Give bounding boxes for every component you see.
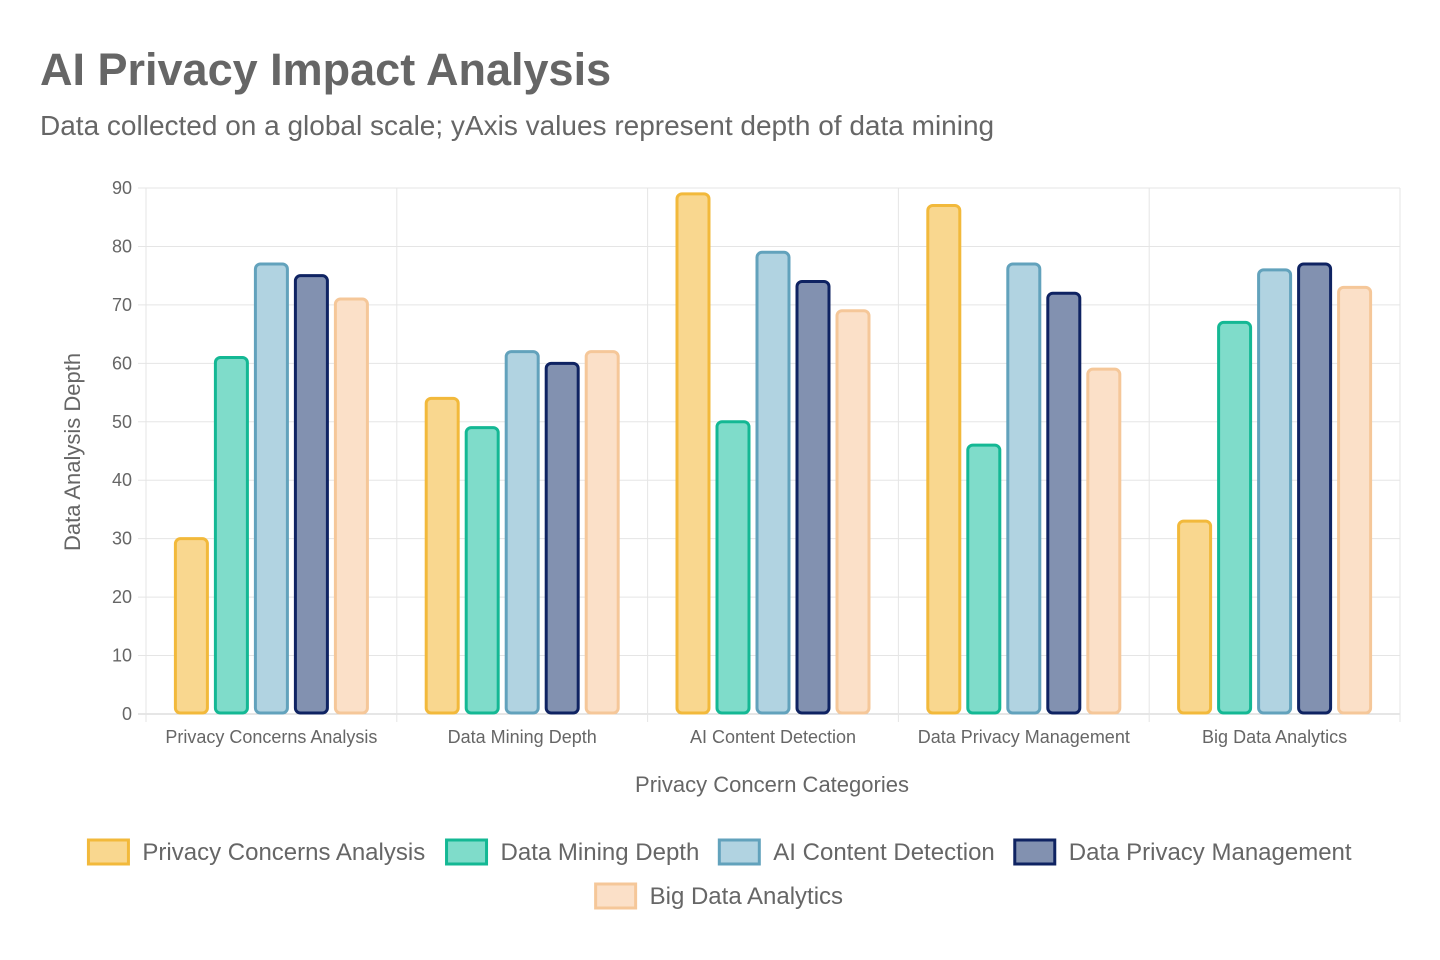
y-tick-label: 80 [112, 236, 132, 256]
y-tick-label: 40 [112, 470, 132, 490]
bar-5-1 [333, 297, 369, 715]
bar-1-3 [675, 192, 711, 715]
y-tick-label: 10 [112, 646, 132, 666]
x-tick-label: Privacy Concerns Analysis [165, 727, 377, 747]
y-tick-label: 20 [112, 587, 132, 607]
legend: Privacy Concerns Analysis Data Mining Dep… [86, 838, 1352, 910]
legend-label: Privacy Concerns Analysis [142, 839, 425, 866]
bar-1-4 [926, 204, 962, 715]
bar-3-5 [1257, 268, 1293, 715]
x-tick-label: Data Privacy Management [918, 727, 1130, 747]
y-tick-label: 70 [112, 295, 132, 315]
bar-1-1 [173, 537, 209, 715]
y-tick-label: 0 [122, 704, 132, 724]
legend-swatch [86, 838, 130, 866]
y-tick-label: 60 [112, 353, 132, 373]
bar-5-3 [835, 309, 871, 715]
legend-label: Big Data Analytics [650, 883, 843, 910]
legend-swatch [594, 882, 638, 910]
bar-3-3 [755, 250, 791, 715]
bar-5-5 [1337, 285, 1373, 715]
bar-3-2 [504, 350, 540, 715]
bar-4-3 [795, 280, 831, 715]
legend-label: Data Privacy Management [1069, 839, 1352, 866]
x-tick-label: Data Mining Depth [448, 727, 597, 747]
chart-subtitle: Data collected on a global scale; yAxis … [40, 110, 995, 141]
legend-swatch [445, 838, 489, 866]
y-axis-ticks: 0 10 20 30 40 50 60 70 80 90 [112, 178, 132, 724]
bar-5-2 [584, 350, 620, 715]
legend-swatch [1013, 838, 1057, 866]
chart-title: AI Privacy Impact Analysis [40, 44, 612, 95]
bar-4-1 [293, 274, 329, 715]
bar-2-4 [966, 443, 1002, 715]
bar-2-5 [1217, 320, 1253, 715]
y-tick-label: 90 [112, 178, 132, 198]
bar-4-4 [1046, 291, 1082, 715]
legend-label: AI Content Detection [773, 839, 994, 866]
bar-3-4 [1006, 262, 1042, 715]
bar-4-5 [1297, 262, 1333, 715]
bars [173, 192, 1373, 715]
x-axis-title: Privacy Concern Categories [635, 772, 909, 797]
bar-1-2 [424, 396, 460, 715]
bar-2-2 [464, 426, 500, 715]
bar-1-5 [1177, 519, 1213, 715]
y-axis-title: Data Analysis Depth [60, 353, 85, 551]
x-axis-ticks: Privacy Concerns Analysis Data Mining Dep… [165, 727, 1347, 747]
bar-3-1 [253, 262, 289, 715]
legend-label: Data Mining Depth [501, 839, 700, 866]
y-tick-label: 50 [112, 412, 132, 432]
legend-swatch [717, 838, 761, 866]
bar-5-4 [1086, 367, 1122, 715]
y-tick-label: 30 [112, 529, 132, 549]
x-tick-label: AI Content Detection [690, 727, 856, 747]
x-tick-label: Big Data Analytics [1202, 727, 1347, 747]
bar-4-2 [544, 361, 580, 715]
bar-2-3 [715, 420, 751, 715]
bar-2-1 [213, 355, 249, 715]
